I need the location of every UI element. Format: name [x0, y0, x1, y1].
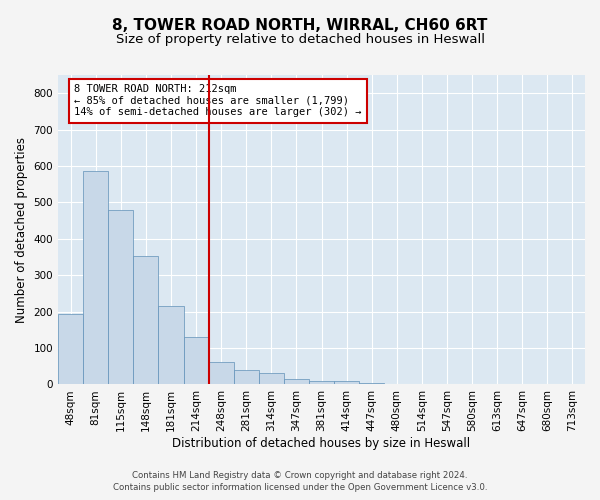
Bar	[158, 306, 184, 384]
Bar	[133, 256, 158, 384]
Bar	[184, 337, 209, 384]
Bar	[108, 210, 133, 384]
Bar	[83, 172, 108, 384]
Bar	[58, 314, 83, 384]
Text: Contains public sector information licensed under the Open Government Licence v3: Contains public sector information licen…	[113, 484, 487, 492]
Text: 8 TOWER ROAD NORTH: 212sqm
← 85% of detached houses are smaller (1,799)
14% of s: 8 TOWER ROAD NORTH: 212sqm ← 85% of deta…	[74, 84, 361, 117]
Bar	[259, 373, 284, 384]
Bar	[284, 379, 309, 384]
Text: Contains HM Land Registry data © Crown copyright and database right 2024.: Contains HM Land Registry data © Crown c…	[132, 471, 468, 480]
Bar	[233, 370, 259, 384]
Bar	[359, 382, 384, 384]
Y-axis label: Number of detached properties: Number of detached properties	[15, 136, 28, 322]
Bar	[209, 362, 233, 384]
Text: 8, TOWER ROAD NORTH, WIRRAL, CH60 6RT: 8, TOWER ROAD NORTH, WIRRAL, CH60 6RT	[112, 18, 488, 32]
Bar	[334, 381, 359, 384]
Text: Size of property relative to detached houses in Heswall: Size of property relative to detached ho…	[115, 32, 485, 46]
Bar	[309, 381, 334, 384]
X-axis label: Distribution of detached houses by size in Heswall: Distribution of detached houses by size …	[172, 437, 470, 450]
